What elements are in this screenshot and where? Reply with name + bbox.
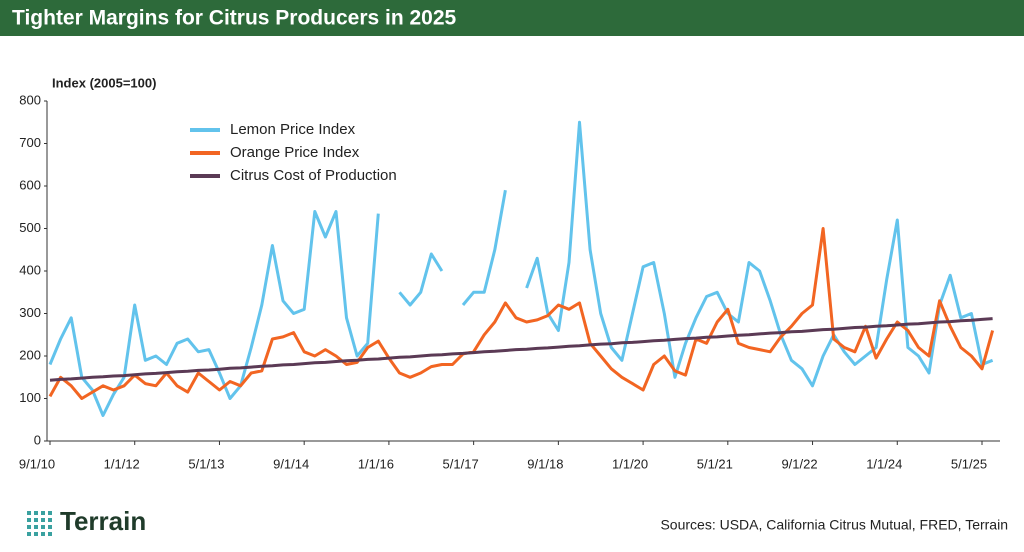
x-tick-label: 1/1/12 bbox=[104, 456, 140, 471]
x-tick-label: 1/1/20 bbox=[612, 456, 648, 471]
x-tick-label: 5/1/13 bbox=[188, 456, 224, 471]
y-tick-label: 600 bbox=[19, 177, 41, 192]
y-tick-label: 100 bbox=[19, 390, 41, 405]
x-tick-label: 1/1/16 bbox=[358, 456, 394, 471]
legend-label: Lemon Price Index bbox=[230, 121, 356, 138]
y-tick-label: 200 bbox=[19, 347, 41, 362]
brand-logo: Terrain bbox=[60, 506, 146, 536]
logo-dots bbox=[27, 511, 52, 536]
legend-label: Orange Price Index bbox=[230, 144, 360, 161]
y-tick-label: 500 bbox=[19, 220, 41, 235]
y-tick-label: 300 bbox=[19, 305, 41, 320]
x-tick-label: 5/1/21 bbox=[697, 456, 733, 471]
y-tick-label: 0 bbox=[34, 432, 41, 447]
series-line bbox=[48, 120, 994, 417]
chart-title: Tighter Margins for Citrus Producers in … bbox=[12, 7, 457, 30]
y-tick-label: 800 bbox=[19, 92, 41, 107]
series-line bbox=[49, 317, 993, 382]
x-tick-label: 5/1/25 bbox=[951, 456, 987, 471]
y-tick-label: 400 bbox=[19, 262, 41, 277]
title-banner bbox=[0, 0, 1024, 36]
legend-label: Citrus Cost of Production bbox=[230, 167, 397, 184]
source-note: Sources: USDA, California Citrus Mutual,… bbox=[660, 517, 1008, 533]
x-tick-label: 9/1/14 bbox=[273, 456, 309, 471]
x-tick-label: 1/1/24 bbox=[866, 456, 902, 471]
x-tick-label: 9/1/10 bbox=[19, 456, 55, 471]
x-tick-label: 9/1/22 bbox=[781, 456, 817, 471]
y-axis-label: Index (2005=100) bbox=[52, 75, 156, 90]
x-tick-label: 5/1/17 bbox=[443, 456, 479, 471]
x-tick-label: 9/1/18 bbox=[527, 456, 563, 471]
y-tick-label: 700 bbox=[19, 135, 41, 150]
series-line bbox=[48, 227, 995, 400]
